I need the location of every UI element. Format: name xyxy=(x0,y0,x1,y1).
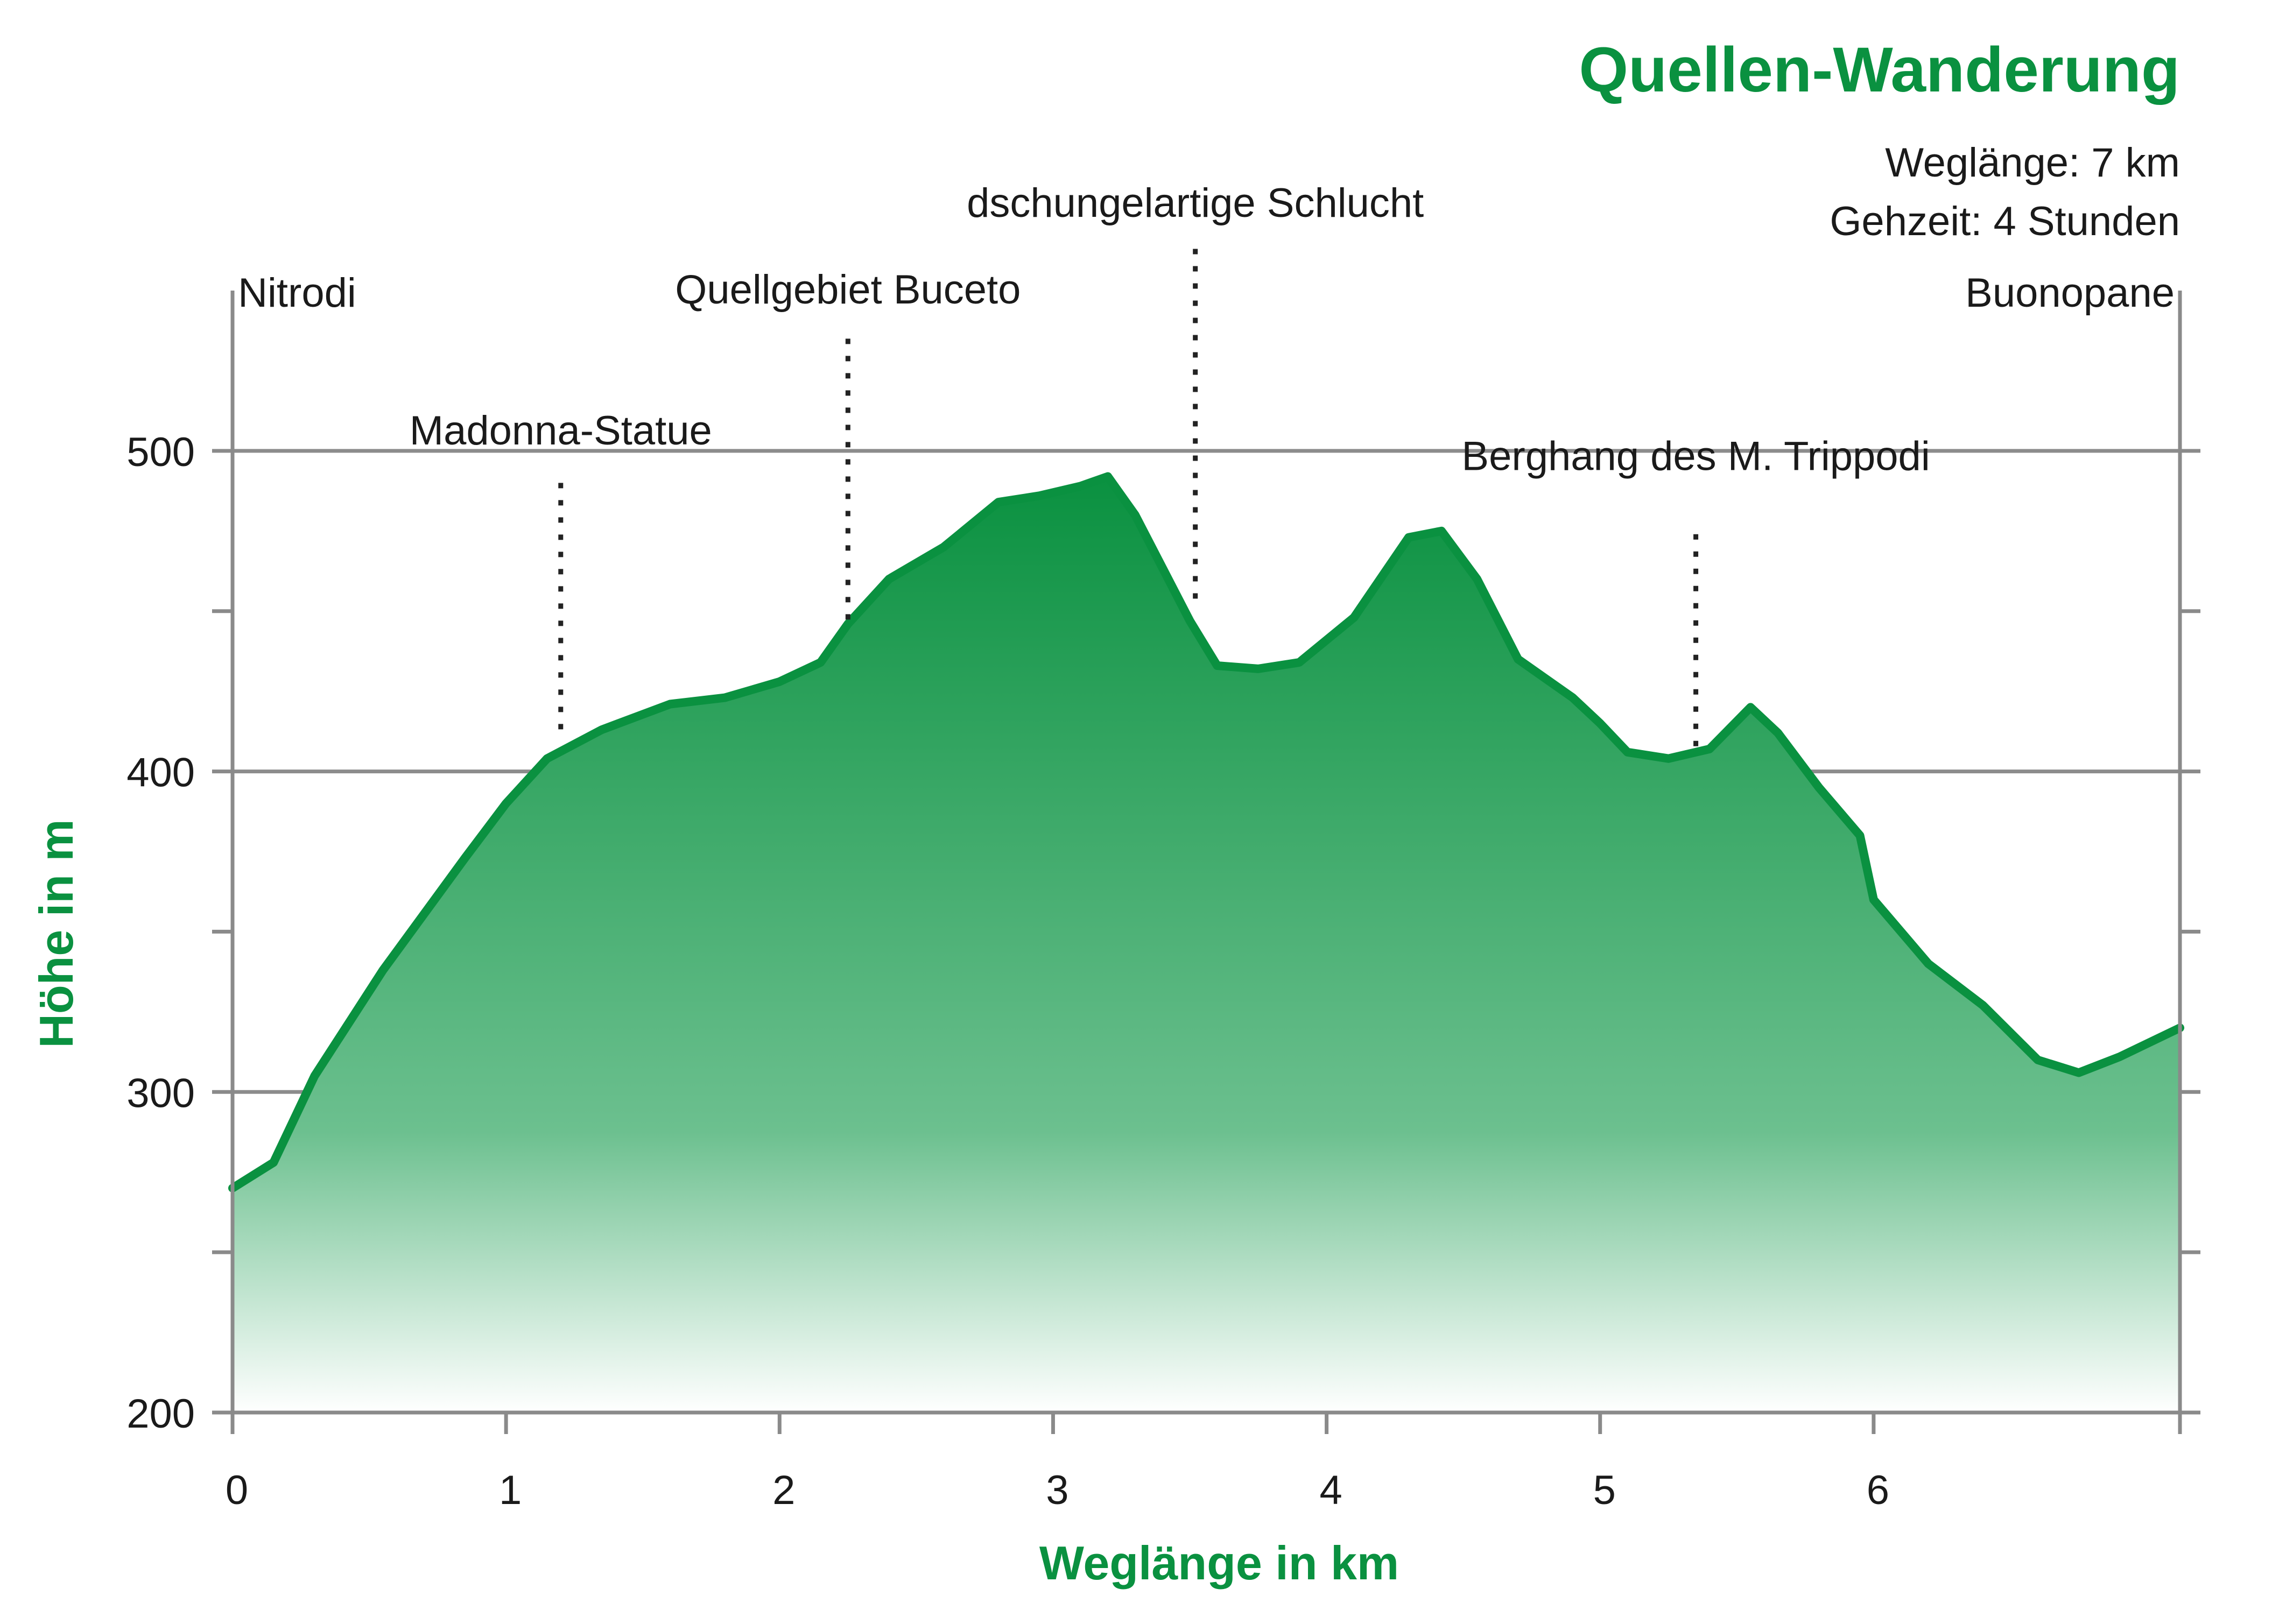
y-tick-label-500: 500 xyxy=(126,429,195,475)
x-tick-label-6: 6 xyxy=(1867,1467,1889,1513)
y-tick-label-300: 300 xyxy=(126,1070,195,1116)
x-tick-label-4: 4 xyxy=(1319,1467,1342,1513)
annotation-label-berghang-des-m-trippodi: Berghang des M. Trippodi xyxy=(1461,434,1930,479)
annotation-label-buonopane: Buonopane xyxy=(1965,270,2175,316)
annotation-label-dschungelartige-schlucht: dschungelartige Schlucht xyxy=(967,180,1424,226)
walking-time-info: Gehzeit: 4 Stunden xyxy=(1830,199,2180,244)
x-tick-label-5: 5 xyxy=(1593,1467,1616,1513)
y-axis-label: Höhe in m xyxy=(30,819,83,1048)
y-tick-label-400: 400 xyxy=(126,750,195,796)
elevation-area xyxy=(233,476,2180,1413)
x-tick-label-1: 1 xyxy=(499,1467,522,1513)
x-tick-label-2: 2 xyxy=(772,1467,795,1513)
x-tick-label-0: 0 xyxy=(226,1467,248,1513)
chart-title: Quellen-Wanderung xyxy=(1579,34,2180,105)
annotations: Nitrodi Buonopane Madonna-Statue Quellgebie… xyxy=(238,180,2175,752)
annotation-label-nitrodi: Nitrodi xyxy=(238,270,356,316)
tick-labels: 200 300 400 500 0 1 2 3 4 5 6 xyxy=(126,429,1889,1513)
annotation-label-quellgebiet-buceto: Quellgebiet Buceto xyxy=(675,267,1021,313)
y-tick-label-200: 200 xyxy=(126,1391,195,1437)
x-tick-label-3: 3 xyxy=(1046,1467,1068,1513)
annotation-label-madonna-statue: Madonna-Statue xyxy=(410,408,712,454)
elevation-line xyxy=(228,472,2184,1192)
x-axis-label: Weglänge in km xyxy=(1039,1536,1399,1590)
axes xyxy=(212,291,2200,1434)
trail-length-info: Weglänge: 7 km xyxy=(1885,140,2180,186)
